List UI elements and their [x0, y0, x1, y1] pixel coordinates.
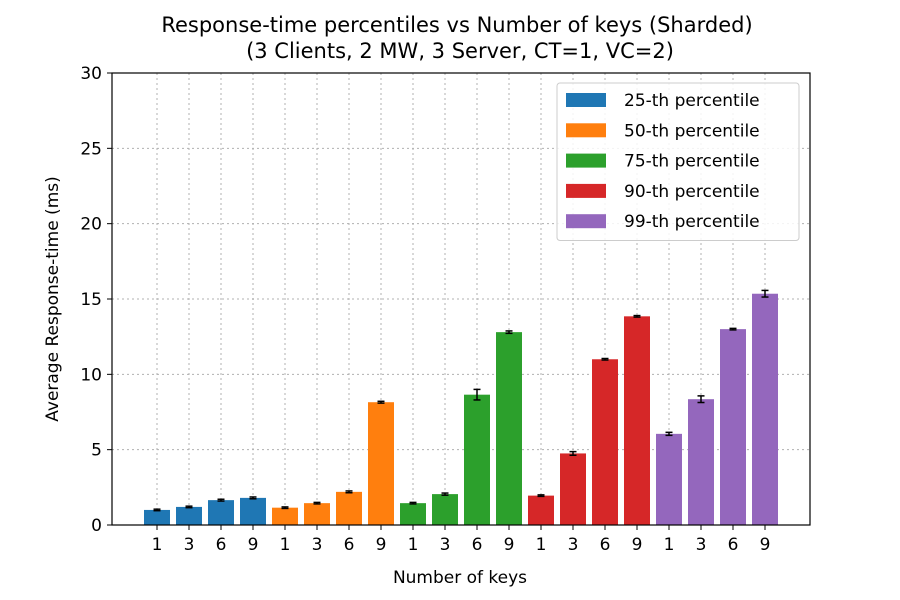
x-tick-label: 3: [312, 535, 323, 555]
bar: [528, 495, 554, 525]
legend-swatch: [566, 123, 606, 138]
legend-label: 90-th percentile: [624, 182, 760, 202]
legend-swatch: [566, 214, 606, 229]
bar: [208, 500, 234, 525]
legend-swatch: [566, 183, 606, 198]
bar: [592, 359, 618, 525]
bar: [400, 503, 426, 525]
bar: [240, 497, 266, 525]
bar: [336, 491, 362, 525]
legend-swatch: [566, 93, 606, 107]
y-tick-label: 5: [91, 441, 102, 461]
bar: [368, 402, 394, 525]
bar: [560, 453, 586, 525]
legend-label: 99-th percentile: [624, 212, 760, 232]
x-tick-label: 9: [760, 535, 771, 555]
x-tick-label: 9: [248, 535, 259, 555]
x-tick-label: 6: [472, 535, 483, 555]
y-tick-label: 25: [80, 139, 102, 159]
x-tick-label: 1: [280, 535, 291, 555]
x-tick-label: 6: [600, 535, 611, 555]
x-tick-label: 9: [376, 535, 387, 555]
y-tick-label: 0: [91, 516, 102, 536]
bar: [272, 507, 298, 525]
x-tick-label: 1: [408, 535, 419, 555]
y-tick-label: 30: [80, 64, 102, 84]
x-tick-label: 3: [568, 535, 579, 555]
axes: 0 5 10 15 20 25 30 1 3 6 9 1 3 6 9 1 3 6 9 1 3 6 9 1 3 6 9: [80, 64, 811, 555]
chart-title-line-1: Response-time percentiles vs Number of k…: [161, 13, 752, 37]
bar: [144, 509, 170, 525]
x-tick-label: 9: [632, 535, 643, 555]
bar: [688, 399, 714, 525]
legend-label: 25-th percentile: [624, 91, 760, 111]
legend: 25-th percentile 50-th percentile 75-th pe…: [556, 82, 800, 241]
bars: [144, 289, 778, 525]
chart-title-line-2: (3 Clients, 2 MW, 3 Server, CT=1, VC=2): [246, 39, 674, 63]
bar: [176, 506, 202, 525]
bar: [496, 332, 522, 525]
legend-frame: [556, 82, 800, 241]
x-tick-label: 9: [504, 535, 515, 555]
legend-swatch: [566, 153, 606, 168]
bar: [304, 503, 330, 525]
bar: [656, 433, 682, 525]
y-axis-label: Average Response-time (ms): [43, 176, 63, 422]
bar: [752, 293, 778, 525]
x-tick-label: 6: [216, 535, 227, 555]
x-tick-label: 3: [440, 535, 451, 555]
x-axis-label: Number of keys: [393, 568, 527, 588]
bar: [720, 329, 746, 525]
x-tick-label: 1: [536, 535, 547, 555]
y-tick-label: 15: [80, 290, 102, 310]
legend-label: 50-th percentile: [624, 121, 760, 141]
x-tick-label: 3: [184, 535, 195, 555]
x-tick-label: 3: [696, 535, 707, 555]
bar: [464, 394, 490, 525]
x-tick-label: 1: [152, 535, 163, 555]
bar: [432, 494, 458, 525]
bar: [624, 316, 650, 525]
y-tick-label: 20: [80, 215, 102, 235]
x-tick-label: 1: [664, 535, 675, 555]
x-tick-label: 6: [344, 535, 355, 555]
y-tick-label: 10: [80, 365, 102, 385]
x-tick-label: 6: [728, 535, 739, 555]
legend-label: 75-th percentile: [624, 152, 760, 172]
